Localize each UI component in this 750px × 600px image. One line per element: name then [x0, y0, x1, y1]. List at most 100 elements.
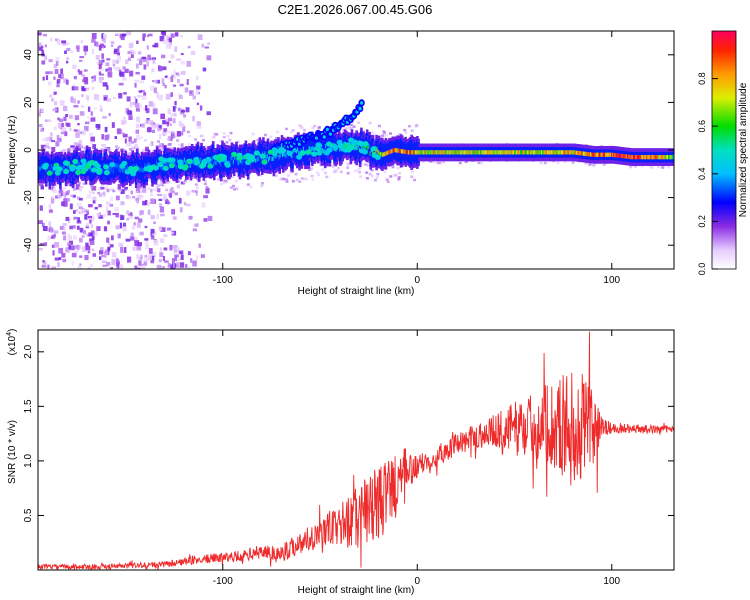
heatmap-noise-cell [171, 74, 174, 77]
heatmap-halo-cell [159, 143, 162, 147]
heatmap-halo-cell [100, 184, 104, 188]
heatmap-halo-cell [142, 149, 145, 152]
heatmap-noise-cell [112, 213, 117, 215]
heatmap-noise-cell [118, 45, 122, 48]
heatmap-noise-cell [153, 87, 157, 94]
heatmap-branch-core [328, 132, 333, 136]
heatmap-noise-cell [164, 84, 167, 89]
heatmap-blob [103, 170, 110, 176]
heatmap-noise-cell [137, 194, 141, 198]
heatmap-noise-cell [122, 132, 125, 136]
heatmap-noise-cell [140, 231, 144, 236]
heatmap-noise-cell [142, 187, 147, 193]
heatmap-noise-cell [128, 136, 132, 142]
heatmap-noise-cell [159, 206, 165, 213]
heatmap-noise-cell [158, 198, 163, 201]
heatmap-noise-cell [204, 46, 209, 49]
heatmap-halo-cell [657, 165, 661, 169]
heatmap-halo-cell [176, 139, 180, 142]
heatmap-noise-cell [136, 222, 141, 228]
heatmap-noise-cell [163, 128, 168, 132]
heatmap-noise-cell [180, 254, 184, 260]
heatmap-halo-cell [413, 178, 417, 182]
heatmap-noise-cell [138, 256, 141, 260]
heatmap-noise-cell [38, 45, 43, 51]
heatmap-noise-cell [127, 256, 132, 263]
heatmap-noise-cell [107, 72, 113, 78]
heatmap-noise-cell [140, 210, 144, 215]
heatmap-halo-cell [383, 170, 387, 174]
heatmap-noise-cell [87, 250, 91, 254]
heatmap-noise-cell [149, 85, 154, 91]
heatmap-noise-cell [66, 198, 70, 202]
heatmap-noise-cell [42, 138, 47, 142]
heatmap-halo-cell [342, 128, 345, 132]
heatmap-noise-cell [145, 146, 149, 151]
heatmap-noise-cell [69, 127, 72, 131]
heatmap-halo-cell [410, 129, 414, 132]
heatmap-halo-cell [414, 124, 418, 128]
heatmap-noise-cell [194, 224, 198, 227]
heatmap-noise-cell [88, 232, 93, 237]
heatmap-halo-cell [376, 172, 380, 176]
heatmap-blob [69, 166, 76, 172]
heatmap-blob [75, 169, 81, 176]
heatmap-noise-cell [90, 215, 94, 222]
heatmap-noise-cell [67, 148, 71, 152]
heatmap-noise-cell [40, 185, 44, 190]
heatmap-blob [186, 158, 193, 164]
heatmap-noise-cell [83, 69, 88, 72]
heatmap-noise-cell [53, 101, 58, 106]
heatmap-halo-cell [232, 184, 236, 188]
heatmap-halo-cell [382, 130, 386, 133]
heatmap-noise-cell [118, 82, 124, 86]
heatmap-noise-cell [96, 126, 101, 130]
heatmap-noise-cell [195, 89, 200, 95]
heatmap-blob [75, 165, 82, 171]
heatmap-noise-cell [186, 130, 190, 134]
snr-x-axis-label: Height of straight line (km) [298, 585, 415, 596]
heatmap-noise-cell [183, 114, 187, 118]
heatmap-noise-cell [77, 217, 80, 223]
heatmap-noise-cell [177, 79, 180, 83]
heatmap-blob [296, 154, 303, 160]
heatmap-halo-cell [47, 146, 51, 149]
heatmap-halo-cell [62, 187, 66, 190]
heatmap-noise-cell [63, 226, 66, 231]
heatmap-noise-cell [98, 71, 102, 76]
heatmap-noise-cell [173, 73, 176, 79]
heatmap-noise-cell [40, 109, 44, 113]
heatmap-noise-cell [84, 209, 89, 213]
heatmap-halo-cell [344, 127, 348, 130]
heatmap-halo-cell [172, 135, 176, 139]
heatmap-noise-cell [164, 198, 169, 204]
heatmap-noise-cell [80, 40, 84, 44]
heatmap-noise-cell [100, 247, 104, 251]
heatmap-halo-cell [213, 132, 217, 136]
heatmap-noise-cell [45, 142, 49, 148]
heatmap-noise-cell [150, 124, 155, 128]
heatmap-noise-cell [141, 56, 147, 60]
heatmap-noise-cell [157, 79, 160, 84]
heatmap-noise-cell [101, 53, 104, 59]
heatmap-noise-cell [135, 71, 140, 75]
heatmap-noise-cell [48, 221, 51, 226]
heatmap-halo-cell [231, 175, 235, 179]
heatmap-noise-cell [159, 252, 164, 258]
colorbar-ticks: 0.0 0.2 0.4 0.6 0.8 [697, 72, 718, 275]
heatmap-halo-cell [302, 128, 306, 132]
heatmap-noise-cell [176, 262, 180, 268]
heatmap-noise-cell [171, 112, 176, 117]
heatmap-noise-cell [142, 200, 147, 206]
heatmap-noise-cell [109, 244, 114, 248]
heatmap-noise-cell [162, 82, 165, 86]
heatmap-noise-cell [89, 238, 94, 242]
heatmap-blob [46, 170, 53, 176]
heatmap-noise-cell [179, 207, 183, 213]
heatmap-noise-cell [169, 137, 173, 142]
snr-x-ticks: -100 0 100 [213, 330, 621, 587]
heatmap-halo-cell [177, 178, 181, 181]
heatmap-noise-cell [114, 48, 118, 53]
heatmap-halo-cell [147, 187, 151, 191]
heatmap-noise-cell [140, 90, 145, 93]
